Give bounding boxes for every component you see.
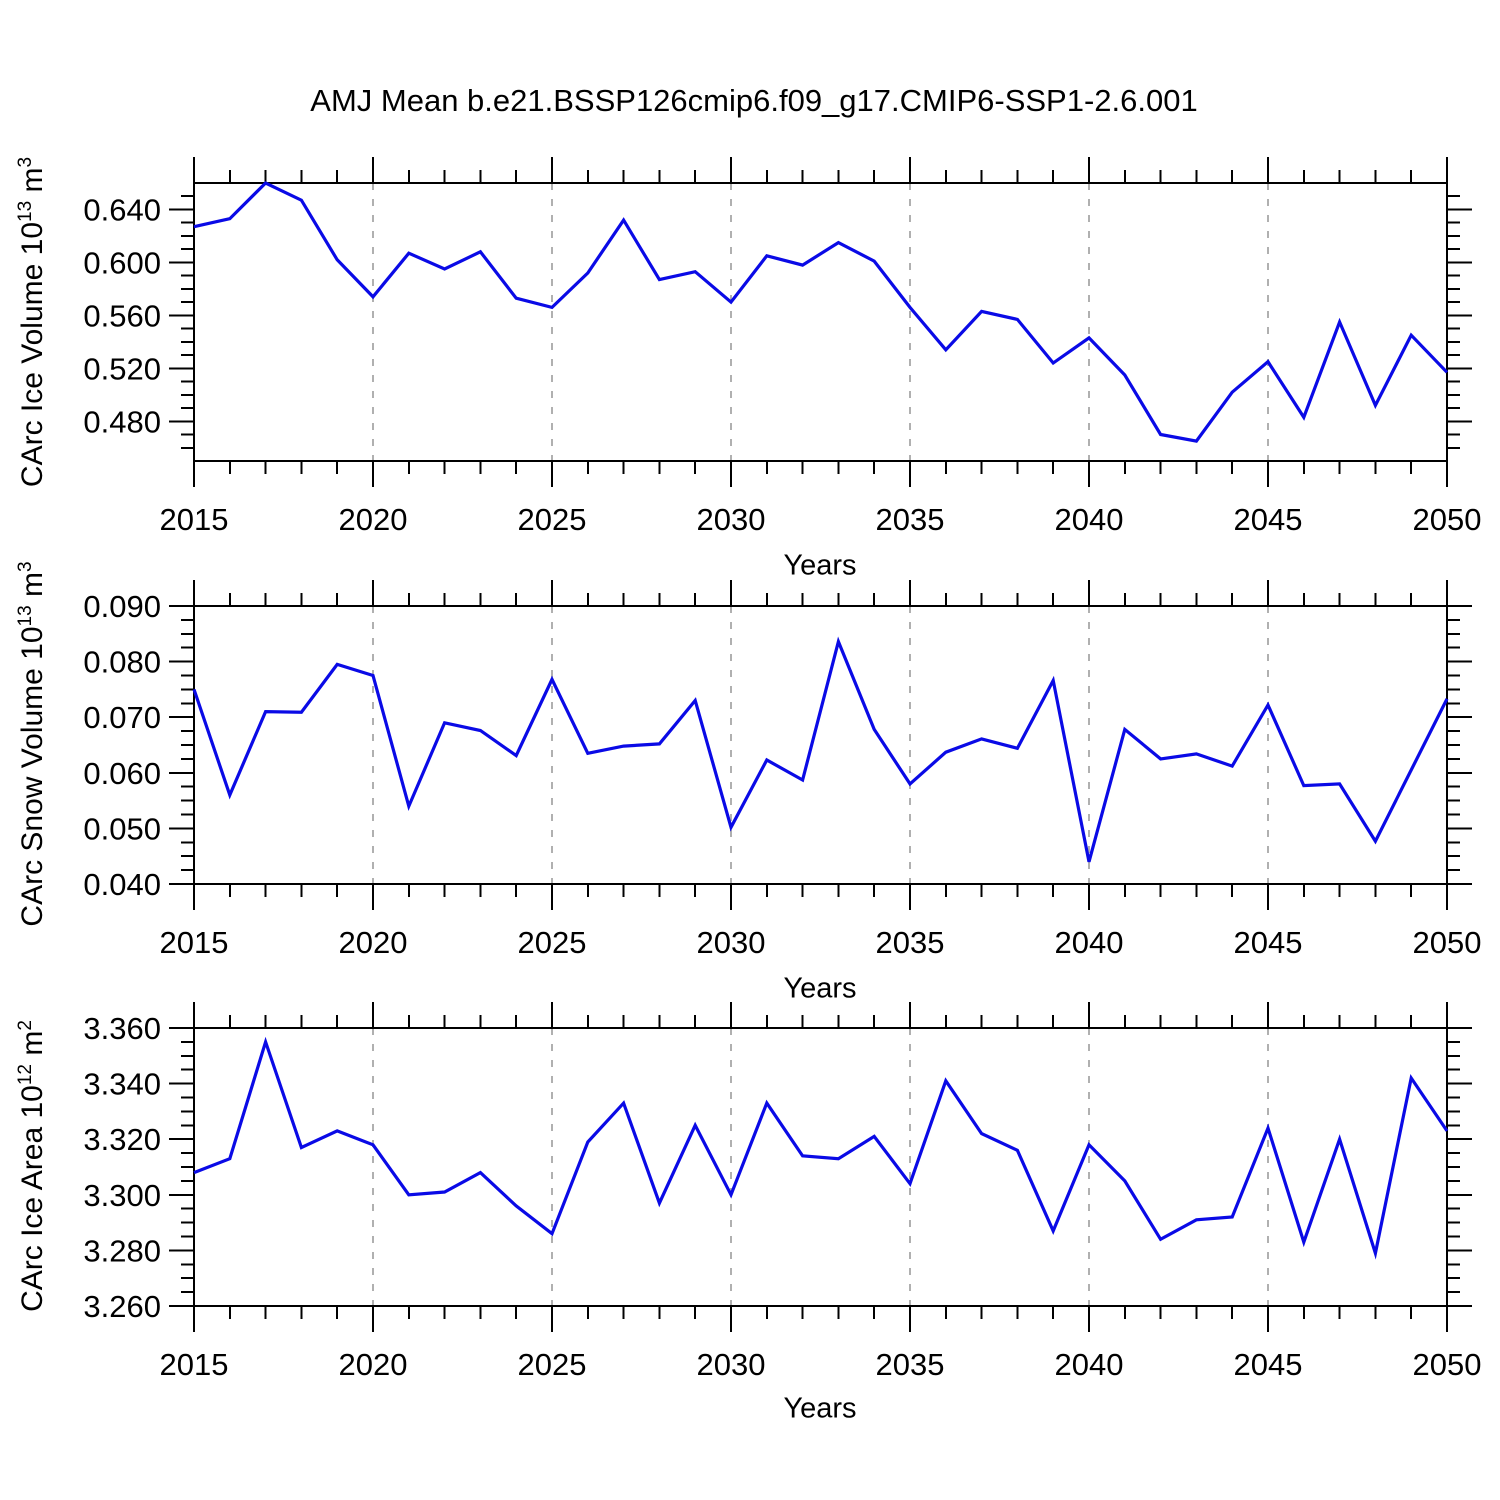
x-tick-label: 2040 (1055, 1347, 1124, 1382)
x-axis-label-panel1: Years (783, 549, 857, 582)
x-tick-label: 2015 (160, 502, 229, 537)
y-axis-label-snow-volume: CArc Snow Volume 1013 m3 (15, 561, 50, 927)
y-tick-label: 0.600 (83, 245, 161, 280)
y-tick-label: 0.060 (83, 756, 161, 791)
y-axis-unit: m (16, 1030, 49, 1064)
unit-exponent: 3 (15, 156, 36, 168)
exponent: 13 (15, 200, 36, 222)
y-axis-unit: m (16, 167, 49, 201)
x-tick-label: 2045 (1234, 1347, 1303, 1382)
y-tick-label: 3.320 (83, 1122, 161, 1157)
y-tick-label: 0.040 (83, 867, 161, 902)
y-axis-label-text: CArc Ice Volume 10 (16, 221, 49, 488)
y-tick-label: 3.300 (83, 1178, 161, 1213)
x-axis-label-panel3: Years (783, 1392, 857, 1425)
x-tick-label: 2030 (697, 925, 766, 960)
y-tick-label: 0.640 (83, 192, 161, 227)
x-tick-label: 2020 (339, 925, 408, 960)
x-axis-label-panel2: Years (783, 972, 857, 1005)
y-axis-unit: m (16, 571, 49, 606)
figure-title: AMJ Mean b.e21.BSSP126cmip6.f09_g17.CMIP… (310, 83, 1198, 118)
data-line-ice-volume (193, 181, 1449, 443)
x-tick-label: 2050 (1413, 925, 1482, 960)
y-tick-label: 0.480 (83, 404, 161, 439)
y-axis-label-text: CArc Snow Volume 10 (16, 626, 49, 927)
x-tick-label: 2020 (339, 1347, 408, 1382)
y-tick-label: 0.560 (83, 298, 161, 333)
x-tick-label: 2040 (1055, 502, 1124, 537)
panel-frame-ice-volume (193, 182, 1448, 462)
x-tick-label: 2035 (876, 925, 945, 960)
x-tick-label: 2030 (697, 502, 766, 537)
y-tick-label: 0.520 (83, 351, 161, 386)
unit-exponent: 3 (15, 561, 36, 572)
y-tick-label: 3.340 (83, 1067, 161, 1102)
data-line-snow-volume (192, 636, 1449, 863)
y-tick-label: 0.080 (83, 645, 161, 680)
panel-frame-snow-volume (193, 605, 1448, 885)
exponent: 12 (15, 1063, 36, 1086)
x-tick-label: 2020 (339, 502, 408, 537)
y-axis-label-ice-volume: CArc Ice Volume 1013 m3 (15, 156, 50, 488)
x-tick-label: 2015 (160, 925, 229, 960)
x-tick-label: 2025 (518, 502, 587, 537)
x-tick-label: 2050 (1413, 1347, 1482, 1382)
y-tick-label: 0.090 (83, 589, 161, 624)
x-tick-label: 2040 (1055, 925, 1124, 960)
x-tick-label: 2045 (1234, 925, 1303, 960)
x-tick-label: 2035 (876, 502, 945, 537)
x-tick-label: 2025 (518, 1347, 587, 1382)
y-tick-label: 3.280 (83, 1233, 161, 1268)
x-tick-label: 2050 (1413, 502, 1482, 537)
y-axis-label-ice-area: CArc Ice Area 1012 m2 (15, 1020, 50, 1312)
x-tick-label: 2045 (1234, 502, 1303, 537)
y-axis-label-text: CArc Ice Area 10 (16, 1085, 49, 1312)
x-tick-label: 2030 (697, 1347, 766, 1382)
y-tick-label: 0.050 (83, 811, 161, 846)
data-line-ice-area (193, 1036, 1449, 1260)
y-tick-label: 3.260 (83, 1289, 161, 1324)
y-tick-label: 0.070 (83, 700, 161, 735)
unit-exponent: 2 (15, 1020, 36, 1031)
x-tick-label: 2015 (160, 1347, 229, 1382)
panel-frame-ice-area (193, 1027, 1448, 1307)
exponent: 13 (15, 605, 36, 627)
x-tick-label: 2035 (876, 1347, 945, 1382)
y-tick-label: 3.360 (83, 1011, 161, 1046)
x-tick-label: 2025 (518, 925, 587, 960)
